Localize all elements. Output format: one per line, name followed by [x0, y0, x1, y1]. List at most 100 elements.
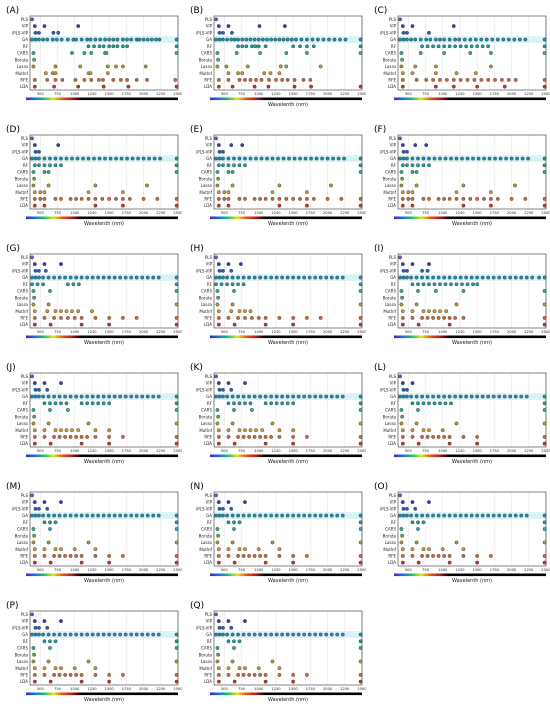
- point-boruta: [32, 176, 37, 181]
- point-cars: [461, 289, 466, 293]
- method-label: VIP: [22, 143, 29, 148]
- point-ga: [96, 394, 101, 399]
- point-rfe: [267, 78, 271, 82]
- point-rfe: [410, 197, 415, 201]
- point-rfe: [222, 197, 227, 201]
- point-rfe: [107, 554, 112, 558]
- method-label: VIP: [22, 619, 29, 624]
- point-ipls-vip: [37, 30, 41, 35]
- point-ga: [502, 394, 507, 399]
- point-lasso: [358, 302, 363, 307]
- point-lasso: [31, 659, 36, 664]
- method-label: VIP: [206, 24, 213, 29]
- point-cars: [284, 51, 289, 55]
- point-ga: [294, 37, 298, 42]
- method-label: iPLS-VIP: [380, 30, 396, 35]
- tick-label: 750: [54, 568, 62, 572]
- point-ga: [158, 156, 162, 161]
- point-ga: [447, 513, 452, 518]
- point-lasso: [53, 64, 58, 69]
- point-ga: [136, 156, 140, 161]
- method-label: MutInf: [383, 309, 396, 314]
- point-mutinf: [90, 309, 94, 314]
- point-rfe: [247, 435, 251, 439]
- point-ga: [259, 156, 264, 161]
- point-cars: [226, 170, 231, 174]
- point-pls: [30, 374, 34, 379]
- point-lda: [42, 203, 47, 208]
- point-rf: [236, 282, 240, 287]
- point-lda: [107, 441, 112, 446]
- tick-label: 1000: [254, 211, 264, 215]
- method-label: GA: [206, 513, 212, 518]
- point-ga: [274, 275, 279, 280]
- point-ga: [274, 394, 279, 399]
- point-cars: [46, 170, 51, 174]
- point-rfe: [79, 673, 84, 677]
- point-rf: [53, 163, 58, 168]
- point-mutinf: [277, 71, 282, 76]
- point-ga: [420, 394, 424, 399]
- method-label: Boruta: [199, 414, 213, 419]
- method-label: Lasso: [17, 421, 29, 426]
- point-rfe: [414, 78, 419, 82]
- point-mutinf: [427, 309, 431, 314]
- method-label: RF: [207, 44, 213, 49]
- point-lasso: [399, 302, 404, 307]
- method-label: VIP: [206, 381, 213, 386]
- method-label: iPLS-VIP: [12, 387, 28, 392]
- point-cars: [174, 170, 179, 174]
- point-lda: [461, 203, 466, 208]
- point-ga: [318, 394, 323, 399]
- tick-label: 2000: [323, 211, 333, 215]
- point-rfe: [292, 78, 297, 82]
- point-ga: [464, 275, 469, 280]
- point-ga: [119, 156, 124, 161]
- point-rfe: [420, 435, 424, 439]
- point-cars: [433, 289, 438, 293]
- point-ga: [134, 513, 139, 518]
- tick-label: 1250: [271, 568, 281, 572]
- point-ga: [85, 275, 90, 280]
- point-rfe: [447, 435, 452, 439]
- point-rf: [71, 282, 76, 287]
- point-ipls-vip: [401, 387, 406, 392]
- point-rfe: [291, 554, 296, 558]
- point-ipls-vip: [229, 506, 234, 511]
- point-rf: [232, 639, 236, 644]
- panel-k: (K) PLS VIP iPLS-VIP GA RF CARS Boruta Lasso MutI…: [190, 361, 367, 471]
- point-rfe: [216, 197, 221, 201]
- point-ga: [64, 156, 69, 161]
- point-ipls-vip: [420, 268, 424, 273]
- point-lasso: [542, 302, 547, 307]
- point-lasso: [358, 659, 363, 664]
- point-ga: [121, 37, 125, 42]
- point-rf: [90, 401, 95, 406]
- point-rfe: [74, 197, 78, 201]
- point-mutinf: [400, 428, 405, 433]
- point-ga: [68, 632, 73, 637]
- point-rf: [421, 282, 426, 287]
- tick-label: 2250: [340, 330, 350, 334]
- point-ga: [285, 37, 290, 42]
- point-lasso: [329, 183, 333, 188]
- method-label: PLS: [21, 374, 29, 379]
- tick-label: 750: [54, 330, 62, 334]
- point-rfe: [93, 197, 98, 201]
- point-lda: [263, 679, 268, 684]
- point-ga: [214, 513, 218, 518]
- point-ga: [542, 156, 547, 161]
- point-rfe: [258, 435, 262, 439]
- point-ga: [405, 275, 409, 280]
- point-mutinf: [59, 428, 63, 433]
- point-rf: [48, 639, 52, 644]
- point-vip: [243, 381, 247, 385]
- tick-label: 1000: [70, 92, 80, 96]
- point-lda: [48, 322, 53, 327]
- point-rfe: [358, 435, 363, 439]
- point-lda: [232, 560, 237, 565]
- point-ga: [129, 37, 134, 42]
- panel-label: (H): [190, 244, 204, 254]
- point-ga: [398, 394, 402, 399]
- point-ga: [332, 37, 337, 42]
